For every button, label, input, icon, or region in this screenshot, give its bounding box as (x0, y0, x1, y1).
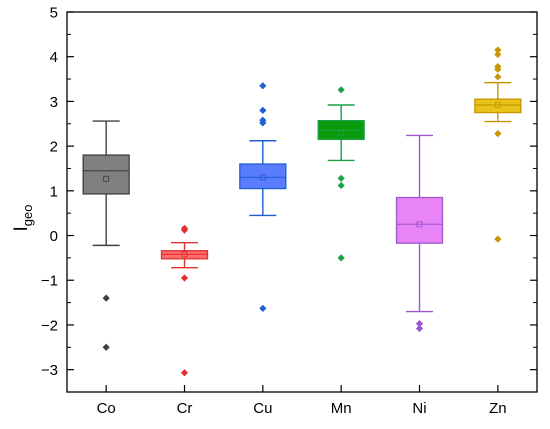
y-axis-label-subscript: geo (20, 205, 35, 227)
box-group-cr (160, 224, 209, 377)
outlier-point (102, 294, 110, 302)
x-tick-label: Co (97, 400, 116, 417)
y-tick-label: −2 (41, 317, 58, 334)
outlier-point (337, 86, 345, 94)
iqr-box (395, 196, 444, 244)
outlier-point (494, 65, 502, 73)
box-group-co (82, 120, 130, 351)
y-axis-label-main: I (11, 226, 32, 231)
mean-marker (338, 129, 345, 136)
outlier-point (494, 46, 502, 54)
outlier-point (494, 130, 502, 138)
y-axis-label: Igeo (11, 205, 35, 232)
x-tick-label: Zn (489, 400, 507, 417)
outlier-point (494, 50, 502, 59)
outlier-point (259, 304, 267, 312)
x-tick-label: Mn (331, 400, 352, 417)
outlier-point (337, 254, 345, 262)
outlier-point (415, 320, 424, 328)
box-group-zn (474, 46, 522, 243)
outlier-point (415, 324, 424, 333)
boxes-layer (82, 46, 522, 377)
box-group-ni (395, 134, 444, 333)
outlier-point (180, 226, 189, 234)
box-group-mn (317, 86, 365, 262)
plot-frame (66, 11, 538, 393)
y-tick-label: 0 (50, 228, 58, 245)
x-tick-label: Cu (253, 400, 272, 417)
outlier-point (259, 82, 267, 90)
y-tick-label: 3 (50, 94, 58, 111)
mean-marker (494, 102, 501, 108)
box-group-cu (239, 82, 287, 312)
iqr-box (239, 163, 287, 190)
iqr-box (474, 98, 522, 114)
y-tick-label: 1 (50, 183, 58, 200)
iqr-box (82, 154, 130, 195)
outlier-point (337, 181, 345, 190)
outlier-point (180, 369, 189, 377)
mean-marker (103, 175, 110, 182)
y-tick-label: 4 (50, 49, 58, 66)
y-tick-label: 2 (50, 139, 58, 156)
y-axis: −3 −2 −1 0 1 2 3 4 5 (41, 5, 537, 379)
outlier-point (102, 343, 110, 351)
outlier-point (337, 174, 345, 182)
x-axis: Co Cr Cu Mn Ni Zn (97, 385, 507, 417)
outlier-point (494, 235, 502, 243)
mean-marker (416, 221, 423, 228)
y-tick-label: 5 (50, 5, 58, 22)
mean-marker (259, 174, 266, 181)
outlier-point (494, 73, 502, 81)
x-tick-label: Cr (177, 400, 193, 417)
outlier-point (180, 274, 189, 282)
x-tick-label: Ni (412, 400, 426, 417)
y-tick-label: −3 (41, 362, 58, 379)
outlier-point (259, 119, 267, 127)
outlier-point (259, 106, 267, 114)
mean-marker (181, 251, 188, 258)
y-tick-label: −1 (41, 273, 58, 290)
